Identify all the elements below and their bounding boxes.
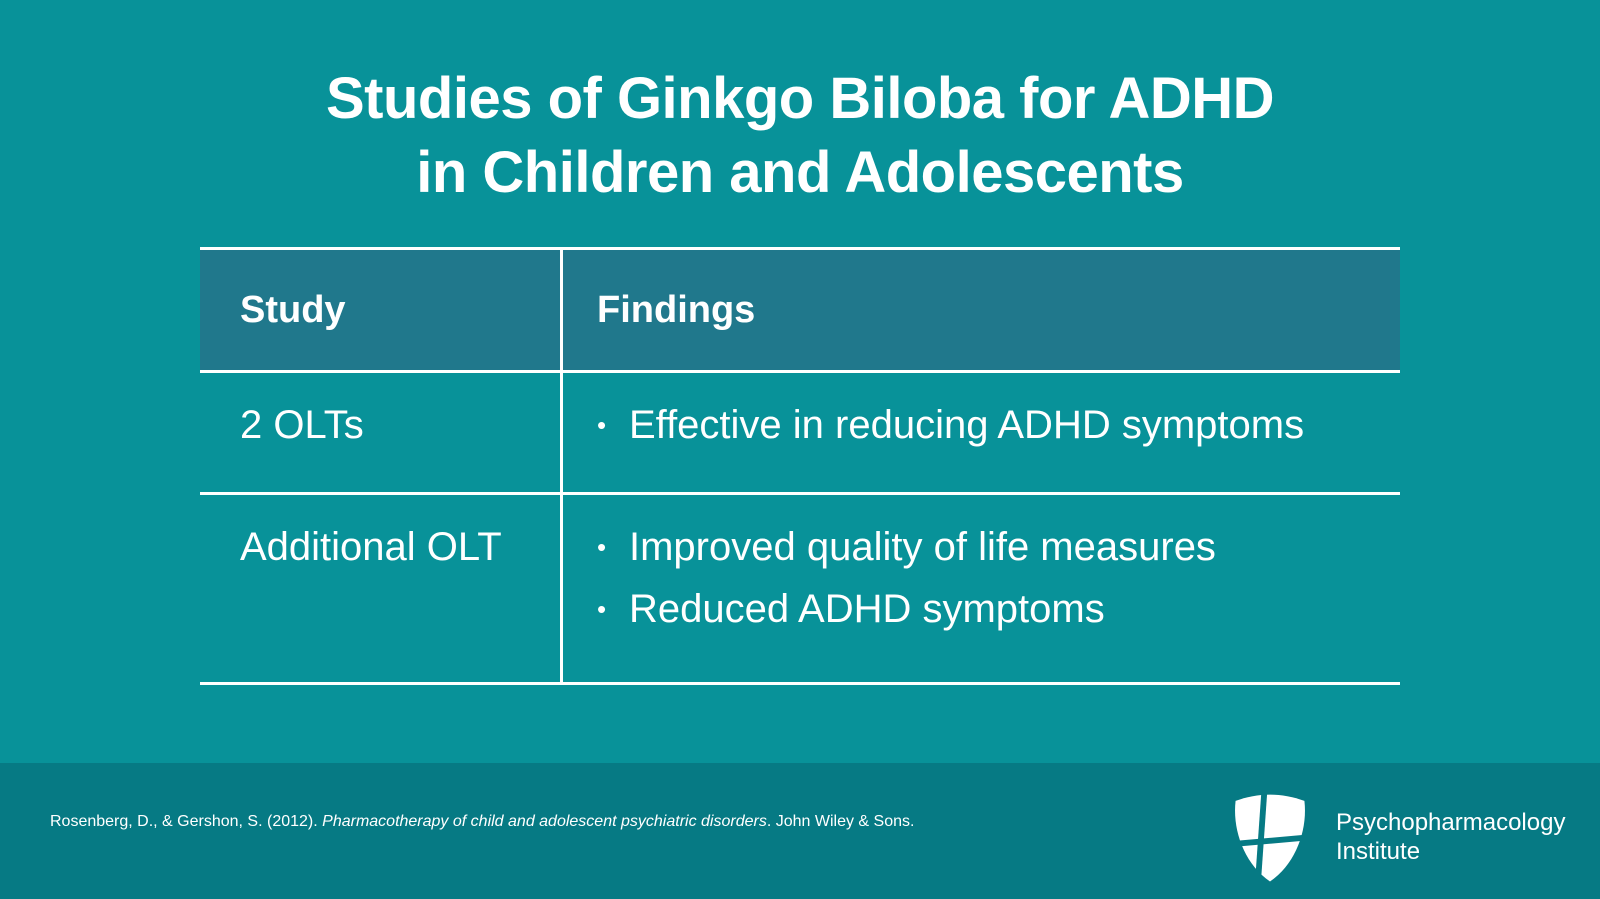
logo-text-line1: Psychopharmacology [1336, 809, 1566, 836]
table-header-row: Study Findings [200, 250, 1400, 373]
table-row: 2 OLTs • Effective in reducing ADHD symp… [200, 373, 1400, 495]
citation: Rosenberg, D., & Gershon, S. (2012). Pha… [50, 812, 914, 832]
citation-book-title: Pharmacotherapy of child and adolescent … [322, 813, 767, 830]
logo-text-line2: Institute [1336, 838, 1421, 865]
bullet-icon: • [597, 532, 607, 562]
citation-prefix: Rosenberg, D., & Gershon, S. (2012). [50, 813, 323, 830]
institute-logo-text: Psychopharmacology Institute [1336, 808, 1565, 866]
shield-cross-icon [1228, 790, 1312, 884]
finding-text: Reduced ADHD symptoms [629, 587, 1105, 631]
slide-title-line2: in Children and Adolescents [416, 140, 1184, 205]
bullet-icon: • [597, 410, 607, 440]
finding-text: Improved quality of life measures [629, 525, 1216, 569]
header-cell-study: Study [200, 250, 563, 370]
study-cell: Additional OLT [200, 495, 563, 682]
citation-suffix: . John Wiley & Sons. [766, 813, 915, 830]
institute-logo: Psychopharmacology Institute [1228, 790, 1565, 884]
study-cell: 2 OLTs [200, 373, 563, 492]
finding-item: • Reduced ADHD symptoms [597, 578, 1400, 640]
finding-text: Effective in reducing ADHD symptoms [629, 403, 1305, 447]
table-row: Additional OLT • Improved quality of lif… [200, 495, 1400, 685]
bullet-icon: • [597, 594, 607, 624]
header-findings-label: Findings [597, 288, 756, 331]
findings-cell: • Improved quality of life measures • Re… [563, 495, 1400, 682]
findings-cell: • Effective in reducing ADHD symptoms [563, 373, 1400, 492]
slide-title: Studies of Ginkgo Biloba for ADHD in Chi… [0, 62, 1600, 210]
finding-item: • Effective in reducing ADHD symptoms [597, 394, 1400, 456]
study-value: Additional OLT [240, 525, 502, 569]
header-study-label: Study [240, 288, 346, 331]
studies-table: Study Findings 2 OLTs • Effective in red… [200, 247, 1400, 685]
header-cell-findings: Findings [563, 250, 1400, 370]
slide-title-line1: Studies of Ginkgo Biloba for ADHD [325, 66, 1275, 131]
finding-item: • Improved quality of life measures [597, 516, 1400, 578]
study-value: 2 OLTs [240, 403, 364, 447]
footer-bar: Rosenberg, D., & Gershon, S. (2012). Pha… [0, 763, 1600, 899]
